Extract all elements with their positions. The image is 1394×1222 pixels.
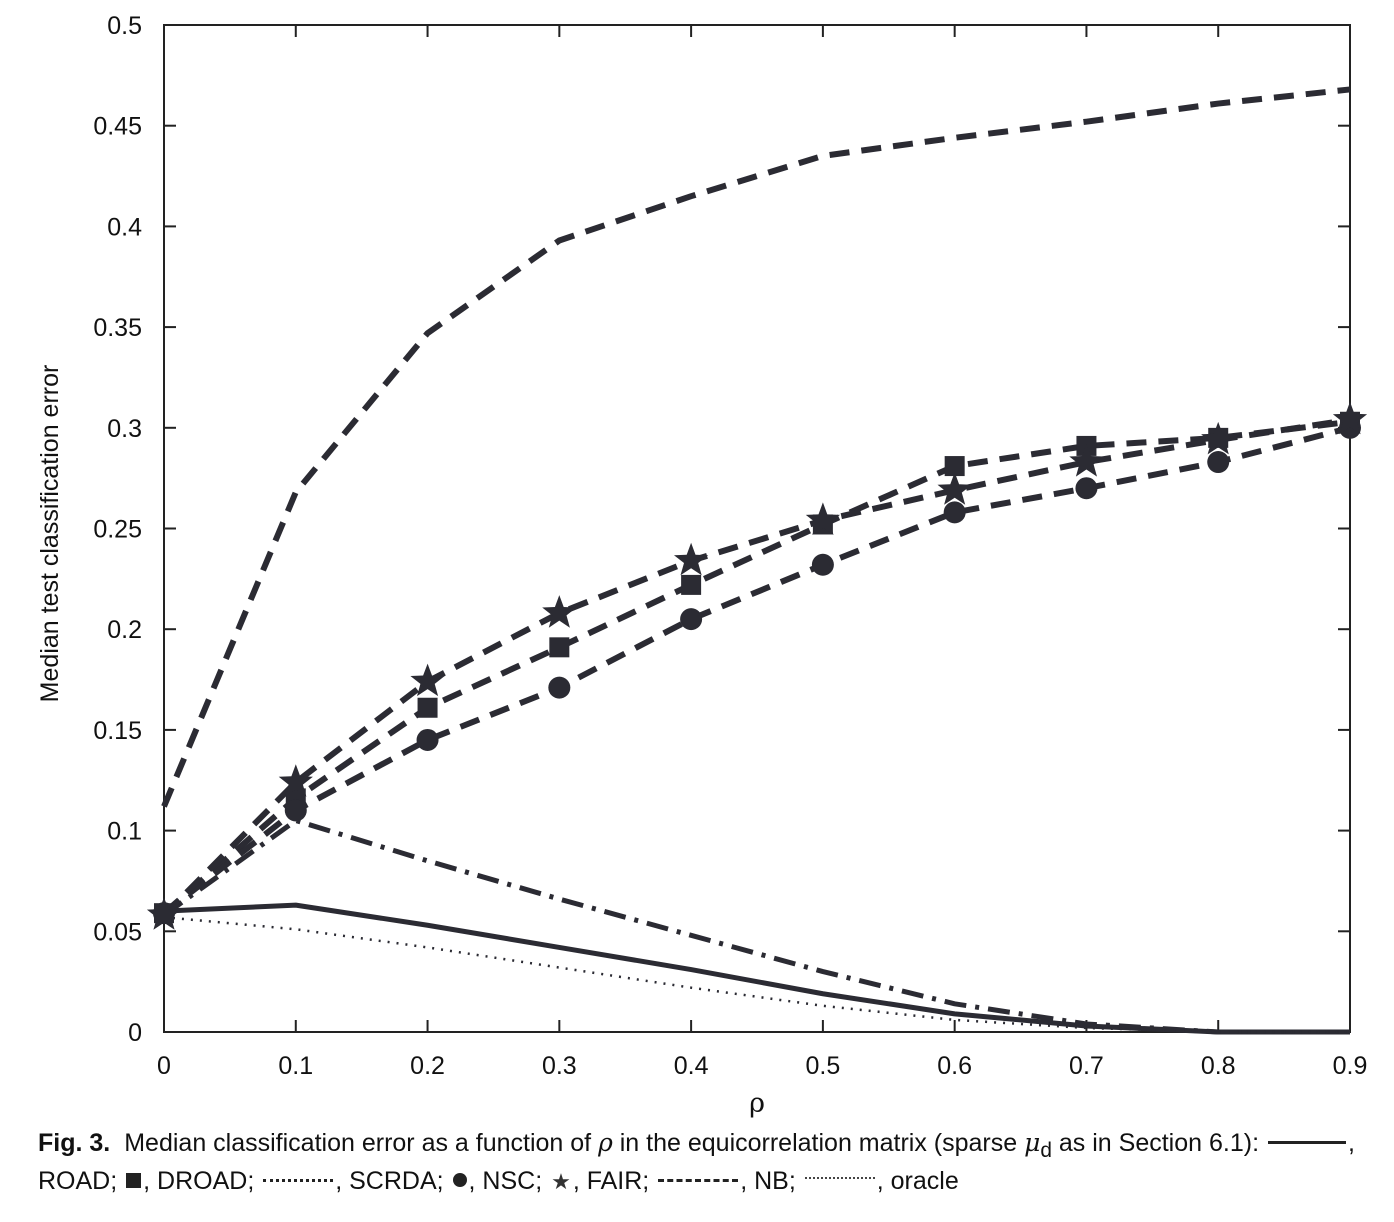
y-tick-label: 0.5 — [107, 12, 142, 40]
axis-tick-labels: 0 0.1 0.2 0.3 0.4 0.5 0.6 0.7 0.8 0.9 0 0.05 0.1 0.15… — [93, 12, 1367, 1080]
x-tick-label: 0.2 — [410, 1052, 445, 1080]
y-axis-label: Median test classification error — [36, 365, 64, 703]
x-tick-label: 0.9 — [1333, 1052, 1368, 1080]
x-tick-label: 0.3 — [542, 1052, 577, 1080]
y-tick-label: 0.25 — [93, 516, 142, 544]
marker-fair — [1201, 421, 1236, 455]
nb-dash-symbol — [658, 1178, 739, 1182]
y-tick-label: 0.1 — [107, 818, 142, 846]
axis-ticks — [163, 24, 1351, 1033]
legend-road: , ROAD; — [38, 1129, 1355, 1195]
caption-text-3: as in Section 6.1): — [1058, 1129, 1260, 1157]
marker-nsc — [1075, 477, 1098, 500]
scrda-dotdash-symbol — [263, 1178, 334, 1182]
series-group — [161, 86, 1351, 1035]
oracle-dotted-symbol — [804, 1177, 875, 1180]
y-tick-label: 0.45 — [93, 113, 142, 141]
marker-group — [146, 401, 1368, 930]
series-line-scrda — [162, 818, 1350, 1035]
plot-area-frame — [163, 24, 1351, 1033]
marker-fair — [937, 472, 972, 505]
marker-fair — [1069, 444, 1104, 477]
legend-droad: , DROAD; — [143, 1167, 255, 1195]
marker-fair — [805, 502, 840, 535]
y-tick-label: 0.35 — [93, 314, 142, 342]
marker-fair — [674, 542, 709, 576]
x-tick-label: 0.6 — [937, 1052, 972, 1080]
chart-canvas: 0 0.1 0.2 0.3 0.4 0.5 0.6 0.7 0.8 0.9 0 0.05 0.1 0.15… — [36, 12, 1368, 1119]
marker-fair — [542, 595, 577, 628]
marker-fair — [1332, 401, 1368, 435]
marker-nsc — [548, 676, 571, 699]
marker-droad — [417, 697, 438, 718]
marker-droad — [681, 574, 702, 595]
series-line-nsc — [162, 424, 1351, 916]
x-axis-label: ρ — [749, 1088, 765, 1119]
marker-fair — [146, 897, 182, 930]
x-tick-label: 0.4 — [674, 1052, 709, 1080]
x-tick-label: 0.1 — [278, 1052, 313, 1080]
caption-mu: μ — [1024, 1128, 1041, 1157]
marker-nsc — [943, 501, 966, 524]
legend-fair: , FAIR; — [572, 1167, 650, 1195]
series-line-nb — [161, 86, 1351, 808]
nsc-circle-symbol — [452, 1173, 467, 1188]
series-line-oracle — [163, 915, 1350, 1034]
marker-nsc — [1207, 451, 1230, 474]
marker-droad — [944, 456, 965, 477]
marker-nsc — [284, 799, 307, 822]
road-line-symbol — [1267, 1140, 1346, 1144]
x-tick-label: 0.7 — [1069, 1052, 1104, 1080]
figure-caption: Fig. 3. Median classification error as a … — [38, 1128, 1378, 1197]
droad-square-symbol — [126, 1172, 142, 1188]
legend-nsc: , NSC; — [468, 1167, 543, 1195]
y-tick-label: 0.3 — [107, 415, 142, 443]
series-line-fair — [161, 416, 1351, 918]
y-tick-label: 0.4 — [107, 213, 142, 241]
marker-nsc — [680, 608, 703, 631]
series-line-road — [163, 902, 1350, 1035]
caption-text-2: in the equicorrelation matrix (sparse — [619, 1129, 1018, 1157]
fair-star-symbol: ★ — [551, 1169, 571, 1194]
figure-label: Fig. 3. — [38, 1129, 111, 1157]
x-tick-label: 0.8 — [1201, 1052, 1236, 1080]
series-line-droad — [162, 418, 1351, 916]
marker-fair — [410, 663, 445, 697]
marker-nsc — [416, 728, 439, 751]
y-tick-label: 0.2 — [107, 616, 142, 644]
caption-text-1: Median classification error as a functio… — [124, 1129, 592, 1157]
marker-fair — [278, 764, 313, 797]
legend-oracle: , oracle — [876, 1167, 959, 1195]
caption-rho: ρ — [598, 1128, 613, 1157]
y-tick-label: 0.05 — [93, 918, 142, 946]
marker-nsc — [811, 553, 834, 576]
y-tick-label: 0 — [128, 1019, 142, 1047]
x-tick-label: 0.5 — [806, 1052, 841, 1080]
x-tick-label: 0 — [157, 1052, 171, 1080]
marker-droad — [549, 637, 570, 658]
legend-nb: , NB; — [740, 1167, 796, 1195]
caption-mu-subscript: d — [1040, 1139, 1052, 1162]
legend-scrda: , SCRDA; — [335, 1167, 444, 1195]
y-tick-label: 0.15 — [93, 717, 142, 745]
